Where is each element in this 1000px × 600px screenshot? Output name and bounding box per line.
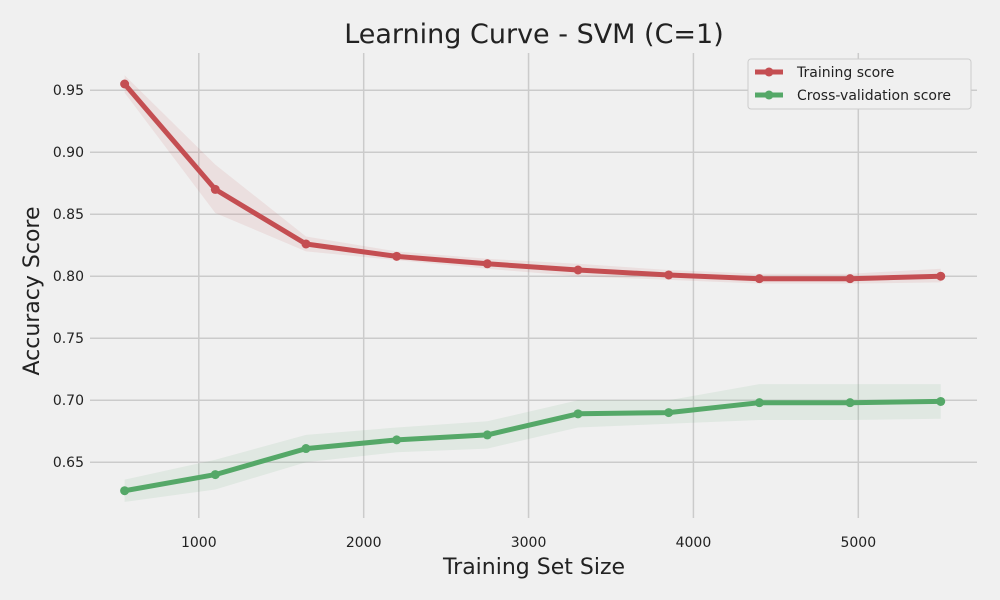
x-tick-label: 2000 [346,535,382,551]
y-tick-label: 0.75 [53,331,84,347]
legend-box [747,58,972,110]
x-tick-label: 1000 [181,535,217,551]
training-score-point [301,239,311,249]
y-tick-label: 0.70 [53,393,84,409]
x-tick-label: 3000 [511,535,547,551]
training-score-point [664,270,674,280]
series-points [120,79,946,496]
y-tick-label: 0.80 [53,269,84,285]
cross-validation-score-point [936,396,946,406]
legend-training-label: Training score [796,65,894,81]
training-score-point [210,184,220,194]
cross-validation-score-point [845,398,855,408]
cross-validation-score-point [664,408,674,418]
training-score-point [120,79,130,89]
cross-validation-score-line [122,398,944,494]
cross-validation-score-point [482,430,492,440]
y-tick-label: 0.95 [53,83,84,99]
y-tick-labels: 0.65 0.70 0.75 0.80 0.85 0.90 0.95 [53,83,84,471]
x-tick-label: 4000 [676,535,712,551]
legend-items: Training score Cross-validation score [755,65,951,104]
legend-cross-validation-label: Cross-validation score [797,88,951,104]
cross-validation-score-point [120,486,130,496]
chart-title: Learning Curve - SVM (C=1) [344,19,724,50]
training-score-point [392,251,402,261]
confidence-bands [124,75,941,502]
cross-validation-score-point [392,435,402,445]
y-tick-label: 0.85 [53,207,84,223]
x-tick-labels: 1000 2000 3000 4000 5000 [181,535,876,551]
cross-validation-confidence-band [124,384,941,502]
y-tick-label: 0.90 [53,145,84,161]
cross-validation-score-point [573,409,583,419]
legend-cross-validation-marker [764,90,774,100]
grid [90,53,977,518]
y-axis-label: Accuracy Score [20,206,45,375]
legend-training-marker [764,67,774,77]
legend: Training score Cross-validation score [747,58,972,110]
y-tick-label: 0.65 [53,455,84,471]
cross-validation-score-point [210,470,220,480]
training-score-point [754,274,764,284]
training-score-line [122,81,944,282]
training-score-point [936,271,946,281]
cross-validation-score-point [754,398,764,408]
series-lines [122,81,944,494]
x-tick-label: 5000 [840,535,876,551]
training-score-point [482,259,492,269]
x-axis-label: Training Set Size [442,555,625,580]
training-score-point [845,274,855,284]
training-score-point [573,265,583,275]
cross-validation-score-point [301,444,311,454]
